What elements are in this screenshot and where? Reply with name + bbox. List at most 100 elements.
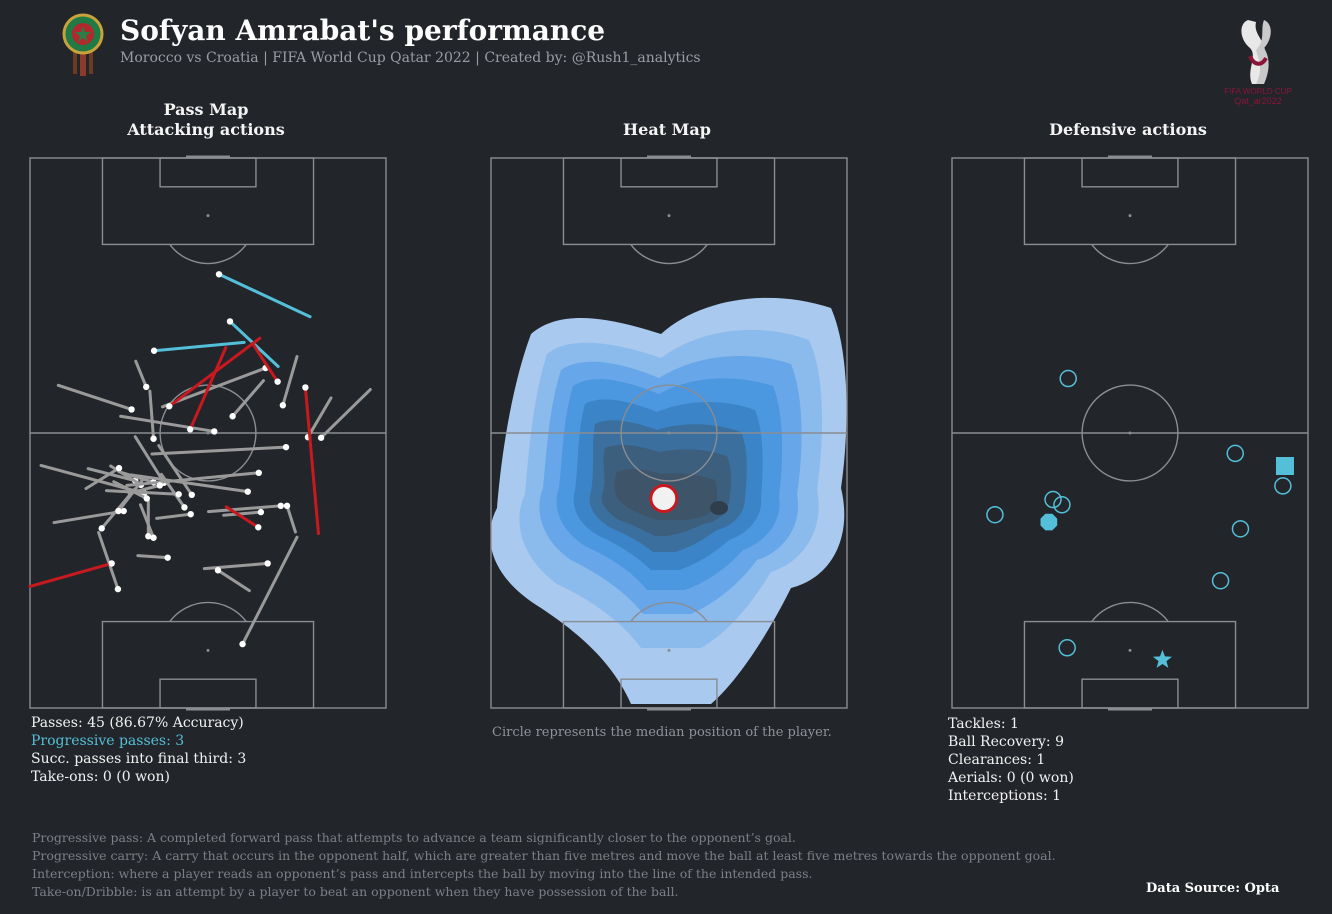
pass-line <box>202 561 270 571</box>
pass-line <box>119 414 216 433</box>
definitions: Progressive pass: A completed forward pa… <box>32 829 1056 901</box>
penalty-box-top <box>562 157 776 246</box>
progressive-passes-stat: Progressive passes: 3 <box>31 733 185 749</box>
morocco-crest-icon <box>62 13 104 76</box>
pass-endpoint <box>156 482 164 489</box>
goal-box-bottom <box>1081 678 1179 709</box>
penalty-box-top <box>1023 157 1237 246</box>
pass-endpoint <box>143 383 150 391</box>
heat-secondary-hotspot <box>710 501 728 515</box>
final_third-endpoint <box>274 378 281 385</box>
pass-line <box>216 568 251 593</box>
pass-map-title: Pass Map Attacking actions <box>28 100 384 140</box>
definition-progressive-carry: Progressive carry: A carry that occurs i… <box>32 848 1056 863</box>
page-title: Sofyan Amrabat's performance <box>120 14 606 47</box>
pass-line <box>150 445 288 456</box>
pass-endpoint <box>150 435 157 442</box>
pass-line <box>56 383 134 411</box>
pass-endpoint <box>150 534 157 541</box>
pass-endpoint <box>244 488 251 495</box>
pass-endpoint <box>164 554 171 561</box>
wc-logo-text-1: FIFA WORLD CUP <box>1224 87 1292 96</box>
interceptions-stat: Interceptions: 1 <box>948 788 1062 804</box>
center-circle <box>620 384 718 482</box>
final_third-line <box>251 341 280 384</box>
pass-map-title-line2: Attacking actions <box>127 120 285 139</box>
defensive-clearance-marker <box>1275 457 1294 475</box>
final_third-endpoint <box>255 524 262 531</box>
pass-line <box>134 359 148 389</box>
pass-endpoint <box>283 502 291 510</box>
pass-endpoint <box>181 504 188 511</box>
pass-line <box>222 510 263 517</box>
defensive-title: Defensive actions <box>1049 120 1207 139</box>
progressive-endpoint <box>215 271 223 278</box>
final-third-stat: Succ. passes into final third: 3 <box>31 751 247 767</box>
pass-endpoint <box>115 507 122 515</box>
final_third-line <box>28 561 114 588</box>
pass-endpoint <box>214 567 222 574</box>
pass-line <box>104 489 181 496</box>
penalty-spot-bottom <box>206 648 210 652</box>
pass-line <box>97 531 120 591</box>
pass-endpoint <box>120 507 127 515</box>
defensive-ball-recovery-marker <box>986 505 1004 524</box>
progressive-endpoint <box>150 347 158 354</box>
center-circle <box>1081 384 1179 482</box>
pass-endpoint <box>229 413 236 420</box>
median-position-marker <box>649 483 679 513</box>
goal-box-top <box>620 157 718 188</box>
pass-line <box>138 503 156 540</box>
pass-endpoint <box>257 508 265 516</box>
penalty-spot-bottom <box>667 648 671 652</box>
center-spot <box>1128 431 1132 435</box>
pass-endpoint <box>175 491 182 498</box>
pass-line <box>129 473 250 494</box>
defensive-ball-recovery-marker <box>1211 571 1230 590</box>
pass-endpoint <box>239 640 246 648</box>
penalty-arc-bottom <box>169 601 247 622</box>
center-spot <box>206 431 210 435</box>
pass-line <box>319 388 372 440</box>
pass-line <box>155 512 193 520</box>
passes-stat: Passes: 45 (86.67% Accuracy) <box>31 715 244 731</box>
pass-endpoint <box>143 495 150 502</box>
pass-endpoint <box>98 525 105 532</box>
penalty-arc-top <box>169 244 247 265</box>
take-ons-stat: Take-ons: 0 (0 won) <box>31 769 170 785</box>
defensive-actions-chart <box>951 155 1309 711</box>
defensive-ball-recovery-marker <box>1044 490 1062 509</box>
final_third-line <box>224 505 260 529</box>
pass-line <box>84 466 121 491</box>
final_third-endpoint <box>166 403 173 410</box>
heat-map-title: Heat Map <box>623 120 711 139</box>
pass-endpoint <box>317 434 325 441</box>
heat-map-chart <box>490 155 848 711</box>
pass-line <box>52 509 126 525</box>
penalty-spot-top <box>667 214 671 218</box>
defensive-tackle-marker <box>1152 649 1172 668</box>
ball-recovery-stat: Ball Recovery: 9 <box>948 734 1065 750</box>
goal-box-bottom <box>159 678 257 709</box>
pass-endpoint <box>188 491 195 499</box>
progressive-endpoint <box>226 318 234 325</box>
defensive-ball-recovery-marker <box>1058 639 1076 657</box>
pass-line <box>133 435 166 485</box>
pass-endpoint <box>115 464 123 472</box>
final_third-line <box>303 385 320 536</box>
pass-line <box>136 554 170 560</box>
pass-endpoint <box>264 560 271 567</box>
pass-line <box>86 467 137 483</box>
pass-line <box>241 535 299 646</box>
goal-box-top <box>1081 157 1179 188</box>
penalty-arc-top <box>1091 244 1169 265</box>
final_third-endpoint <box>302 384 309 391</box>
defensive-stats: Tackles: 1 Ball Recovery: 9 Clearances: … <box>948 715 1074 805</box>
progressive-line <box>217 272 312 319</box>
penalty-arc-top <box>630 244 708 265</box>
pass-endpoint <box>114 585 122 593</box>
penalty-box-bottom <box>101 620 315 709</box>
page-subtitle: Morocco vs Croatia | FIFA World Cup Qata… <box>120 50 701 66</box>
pass-stats: Passes: 45 (86.67% Accuracy) Progressive… <box>31 714 246 786</box>
defensive-ball-recovery-marker <box>1226 444 1244 463</box>
